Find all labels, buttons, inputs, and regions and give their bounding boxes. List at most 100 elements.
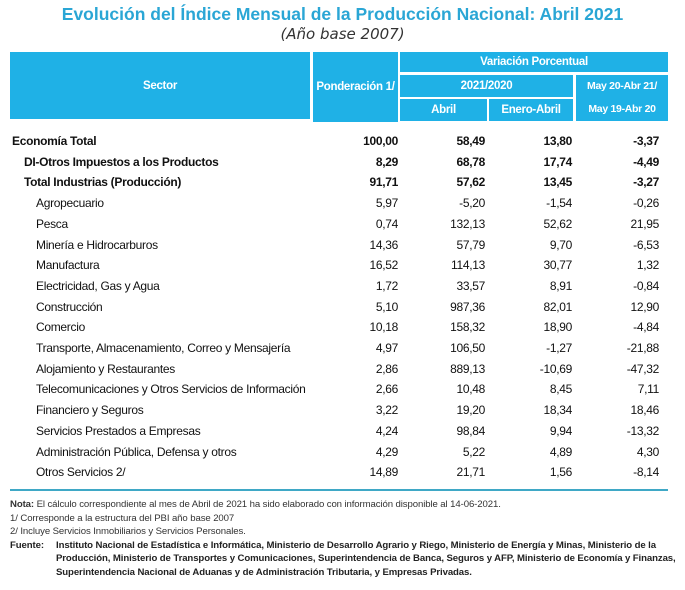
table-row: Otros Servicios 2/14,89 21,71 1,56 -8,14 xyxy=(0,462,685,483)
table-row: Agropecuario 5,97 -5,20 -1,54 -0,26 xyxy=(0,193,685,214)
ponderacion-value: 14,36 xyxy=(369,237,398,252)
abril-value: 21,71 xyxy=(456,465,485,480)
sector-label: Construcción xyxy=(36,299,103,314)
sector-label: Comercio xyxy=(36,320,85,335)
abril-value: 987,36 xyxy=(450,299,485,314)
sector-label: Minería e Hidrocarburos xyxy=(36,237,158,252)
fuente-label: Fuente: xyxy=(10,539,44,551)
enero-abril-value: 9,94 xyxy=(549,423,572,438)
enero-abril-value: 18,34 xyxy=(543,403,572,418)
enero-abril-value: 8,91 xyxy=(549,278,572,293)
abril-value: 10,48 xyxy=(456,382,485,397)
nota-label: Nota: xyxy=(10,499,35,510)
anual-value: 7,11 xyxy=(637,382,660,397)
abril-value: 5,22 xyxy=(462,444,485,459)
header-annual-line1: May 20-Abr 21/ xyxy=(587,80,657,92)
enero-abril-value: 1,56 xyxy=(549,465,572,480)
page-title: Evolución del Índice Mensual de la Produ… xyxy=(61,4,624,24)
sector-label: Servicios Prestados a Empresas xyxy=(36,423,201,438)
table-row: DI-Otros Impuestos a los Productos 8,29 68… xyxy=(0,152,685,173)
anual-value: 12,90 xyxy=(630,299,659,314)
abril-value: 57,79 xyxy=(456,237,485,252)
source: Fuente: Instituto Nacional de Estadística… xyxy=(10,539,685,580)
abril-value: 68,78 xyxy=(456,154,485,169)
enero-abril-value: 17,74 xyxy=(543,154,572,169)
ponderacion-value: 10,18 xyxy=(369,320,398,335)
table-row: Financiero y Seguros 3,22 19,20 18,34 18,46 xyxy=(0,400,685,421)
table-row: Pesca 0,74 132,13 52,62 21,95 xyxy=(0,214,685,235)
nota-text: El cálculo correspondiente al mes de Abr… xyxy=(34,499,501,510)
enero-abril-value: -1,27 xyxy=(546,341,572,355)
note-2: 2/ Incluye Servicios Inmobiliarios y Ser… xyxy=(10,526,246,537)
fuente-text: Instituto Nacional de Estadística e Info… xyxy=(56,539,676,578)
table-row: Comercio 10,18 158,32 18,90 -4,84 xyxy=(0,317,685,338)
anual-value: 18,46 xyxy=(630,403,659,418)
anual-value: -0,26 xyxy=(633,196,659,211)
table-bottom-rule xyxy=(10,489,668,491)
ponderacion-value: 4,24 xyxy=(375,423,398,438)
ponderacion-value: 2,66 xyxy=(375,382,398,397)
table-row: Servicios Prestados a Empresas 4,24 98,84 9… xyxy=(0,421,685,442)
sector-label: Financiero y Seguros xyxy=(36,403,144,418)
ponderacion-value: 2,86 xyxy=(375,361,398,376)
abril-value: 158,32 xyxy=(450,320,485,335)
ponderacion-value: 4,29 xyxy=(375,444,398,459)
enero-abril-value: 13,45 xyxy=(543,175,572,190)
enero-abril-value: 9,70 xyxy=(549,237,572,252)
enero-abril-value: 18,90 xyxy=(543,320,572,335)
enero-abril-value: 82,01 xyxy=(543,299,572,314)
header-2021-2020: 2021/2020 xyxy=(400,75,573,97)
abril-value: 58,49 xyxy=(456,134,485,148)
anual-value: -13,32 xyxy=(626,423,660,438)
note-1: 1/ Corresponde a la estructura del PBI a… xyxy=(10,512,235,524)
sector-label: Agropecuario xyxy=(36,196,104,211)
sector-label: DI-Otros Impuestos a los Productos xyxy=(24,154,219,169)
anual-value: -3,37 xyxy=(633,134,659,148)
ponderacion-value: 5,97 xyxy=(375,196,398,211)
header-ponderacion: Ponderación 1/ xyxy=(313,52,398,122)
enero-abril-value: 52,62 xyxy=(543,216,572,231)
ponderacion-value: 14,89 xyxy=(369,465,398,480)
enero-abril-value: 30,77 xyxy=(543,258,572,273)
anual-value: 1,32 xyxy=(636,258,659,273)
anual-value: -3,27 xyxy=(633,175,659,190)
abril-value: 889,13 xyxy=(450,361,485,376)
table-row: Total Industrias (Producción) 91,71 57,62 1… xyxy=(0,172,685,193)
ponderacion-value: 8,29 xyxy=(375,154,398,169)
ponderacion-value: 5,10 xyxy=(375,299,398,314)
anual-value: -4,84 xyxy=(633,320,659,335)
abril-value: 106,50 xyxy=(450,341,485,355)
abril-value: -5,20 xyxy=(459,196,485,211)
header-enero-abril: Enero-Abril xyxy=(489,99,573,121)
sector-label: Economía Total xyxy=(12,134,97,148)
anual-value: 4,30 xyxy=(636,444,659,459)
abril-value: 98,84 xyxy=(456,423,485,438)
abril-value: 19,20 xyxy=(456,403,485,418)
anual-value: -4,49 xyxy=(633,154,659,169)
sector-label: Total Industrias (Producción) xyxy=(24,175,182,190)
sector-label: Manufactura xyxy=(36,258,100,273)
table-row: Telecomunicaciones y Otros Servicios de … xyxy=(0,379,685,400)
ponderacion-value: 91,71 xyxy=(369,175,398,190)
ponderacion-value: 16,52 xyxy=(369,258,398,273)
table-row: Construcción 5,10 987,36 82,01 12,90 xyxy=(0,297,685,318)
abril-value: 114,13 xyxy=(450,258,485,273)
header-variacion: Variación Porcentual xyxy=(400,52,668,72)
sector-label: Pesca xyxy=(36,216,68,231)
enero-abril-value: -10,69 xyxy=(539,361,573,376)
ponderacion-value: 1,72 xyxy=(375,278,398,293)
ponderacion-value: 100,00 xyxy=(363,134,398,148)
enero-abril-value: 8,45 xyxy=(549,382,572,397)
note-main: Nota: El cálculo correspondiente al mes … xyxy=(10,498,685,512)
header-sector: Sector xyxy=(10,52,310,119)
table-row: Electricidad, Gas y Agua 1,72 33,57 8,91 -0,… xyxy=(0,276,685,297)
abril-value: 132,13 xyxy=(450,216,485,231)
sector-label: Otros Servicios 2/ xyxy=(36,465,126,480)
enero-abril-value: 13,80 xyxy=(543,134,572,148)
sector-label: Transporte, Almacenamiento, Correo y Men… xyxy=(36,341,291,355)
sector-label: Telecomunicaciones y Otros Servicios de … xyxy=(36,382,306,397)
enero-abril-value: 4,89 xyxy=(549,444,572,459)
anual-value: -0,84 xyxy=(633,278,659,293)
anual-value: 21,95 xyxy=(630,216,659,231)
enero-abril-value: -1,54 xyxy=(546,196,572,211)
